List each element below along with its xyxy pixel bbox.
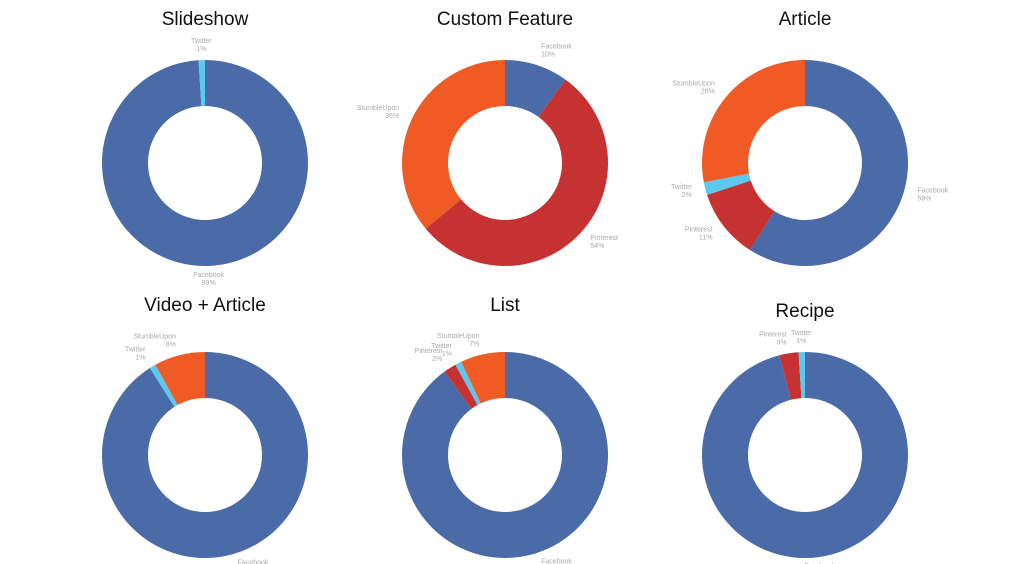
slice-label: StumbleUpon: [357, 105, 400, 112]
donut-slice: [505, 60, 566, 117]
slice-label: Facebook: [238, 559, 269, 564]
slice-value-label: 7%: [469, 341, 479, 348]
donut-slice: [455, 361, 481, 406]
slice-value-label: 1%: [442, 351, 452, 358]
donut-slice: [155, 352, 205, 406]
chart-title: Recipe: [775, 301, 834, 322]
slice-label: Pinterest: [759, 331, 787, 338]
slice-value-label: 1%: [196, 46, 206, 53]
slice-value-label: 2%: [682, 192, 692, 199]
slice-value-label: 1%: [796, 338, 806, 345]
chart-title: Custom Feature: [437, 9, 573, 30]
slice-label: Pinterest: [415, 348, 443, 355]
slice-label: Facebook: [541, 558, 572, 564]
slice-label: Twitter: [125, 346, 146, 353]
slice-label: Facebook: [917, 188, 948, 195]
slice-label: Pinterest: [590, 235, 618, 242]
slice-label: Facebook: [541, 44, 572, 51]
donut-slice: [198, 60, 205, 107]
slice-value-label: 8%: [166, 342, 176, 349]
donut-slice: [425, 79, 608, 267]
donut-slice: [444, 364, 478, 409]
slice-label: Twitter: [431, 343, 452, 350]
donut-slice: [703, 173, 751, 195]
slice-value-label: 11%: [699, 235, 713, 242]
donut-slice: [101, 352, 308, 558]
slice-value-label: 2%: [432, 356, 442, 363]
slice-label: StumbleUpon: [133, 334, 176, 341]
slice-value-label: 10%: [541, 52, 555, 59]
slice-label: StumbleUpon: [672, 80, 715, 87]
slice-label: Twitter: [791, 330, 812, 337]
donut-slice: [702, 351, 909, 558]
slice-label: Pinterest: [685, 227, 713, 234]
slice-label: Facebook: [193, 272, 224, 279]
slice-label: Twitter: [191, 38, 212, 45]
donut-slice: [402, 60, 505, 229]
slice-value-label: 54%: [590, 243, 604, 250]
slice-value-label: 99%: [202, 280, 216, 287]
slice-label: Twitter: [671, 184, 692, 191]
slice-value-label: 28%: [701, 88, 715, 95]
donut-slice: [461, 352, 505, 404]
donut-slice: [707, 180, 775, 250]
donut-slice: [101, 60, 308, 267]
chart-title: Video + Article: [144, 295, 266, 316]
donut-slice: [149, 364, 178, 407]
chart-title: Article: [779, 9, 832, 30]
donut-slice: [779, 352, 802, 400]
chart-title: Slideshow: [162, 9, 249, 30]
chart-title: List: [490, 295, 520, 316]
slice-value-label: 36%: [385, 113, 399, 120]
donut-slice: [749, 60, 908, 266]
donut-slice: [798, 352, 805, 399]
slice-label: StumbleUpon: [437, 333, 480, 340]
slice-value-label: 59%: [917, 196, 931, 203]
donut-slice: [702, 60, 805, 183]
donut-slice: [402, 352, 608, 558]
slice-value-label: 3%: [777, 339, 787, 346]
slice-value-label: 1%: [135, 354, 145, 361]
